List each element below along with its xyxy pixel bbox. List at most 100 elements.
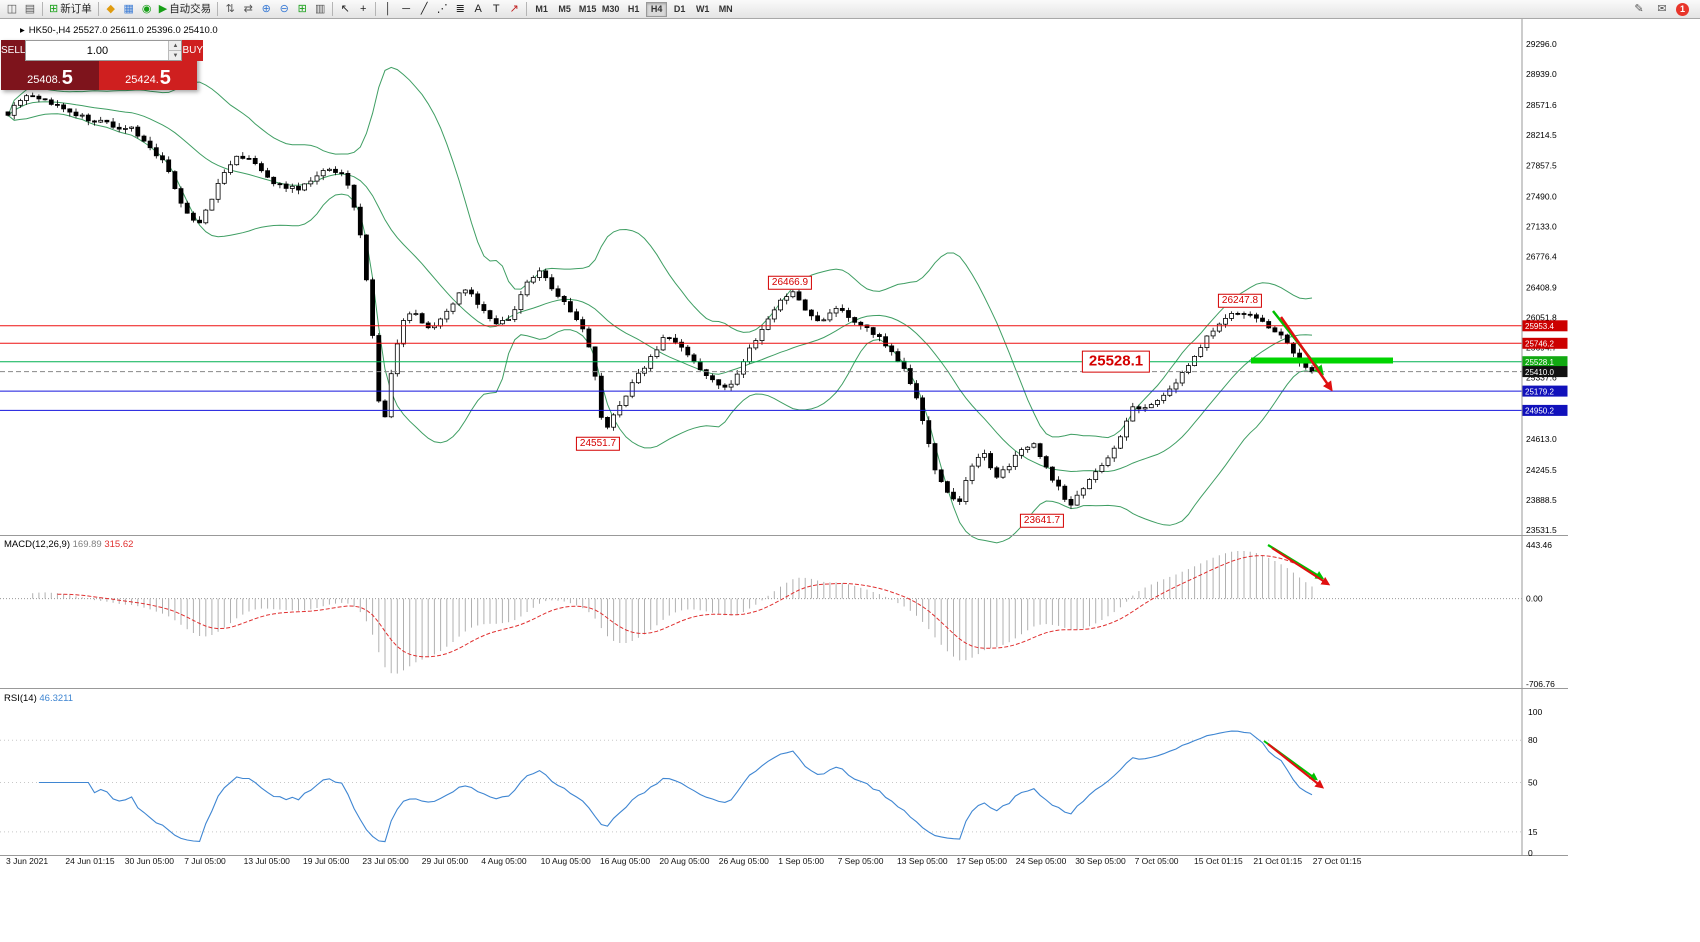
timeframe-m30-button[interactable]: M30 bbox=[601, 4, 620, 14]
time-axis-label: 24 Jun 01:15 bbox=[65, 856, 114, 866]
price-axis-label: 23888.5 bbox=[1526, 495, 1557, 505]
price-badge bbox=[1522, 320, 1568, 332]
price-badge bbox=[1522, 356, 1568, 368]
price-axis-label: 25337.6 bbox=[1526, 373, 1557, 383]
label-button[interactable]: T bbox=[487, 1, 505, 17]
rsi-axis-label: 80 bbox=[1528, 735, 1538, 745]
channel-icon: ⋰ bbox=[436, 2, 448, 15]
zoom-in-icon: ⊕ bbox=[261, 2, 271, 15]
macd-histogram bbox=[32, 551, 1313, 674]
navigator-button[interactable]: ◉ bbox=[138, 1, 156, 17]
new-order-button[interactable]: ⊞ 新订单 bbox=[46, 1, 95, 17]
time-axis-label: 1 Sep 05:00 bbox=[778, 856, 824, 866]
price-callout[interactable]: 26466.9 bbox=[767, 275, 813, 290]
cursor-button[interactable]: ↖ bbox=[336, 1, 354, 17]
time-axis-label: 7 Jul 05:00 bbox=[184, 856, 226, 866]
price-badge-label: 25410.0 bbox=[1525, 368, 1554, 377]
time-axis-label: 27 Oct 01:15 bbox=[1313, 856, 1362, 866]
buy-price-button[interactable]: 25424. 5 bbox=[99, 61, 197, 90]
macd-axis-label: -706.76 bbox=[1526, 679, 1555, 689]
rsi-axis-label: 15 bbox=[1528, 827, 1538, 837]
time-axis-label: 13 Sep 05:00 bbox=[897, 856, 948, 866]
crosshair-icon: + bbox=[359, 2, 367, 15]
buy-price-big-digit: 5 bbox=[159, 67, 171, 89]
time-axis-label: 17 Sep 05:00 bbox=[956, 856, 1007, 866]
rsi-header: RSI(14) 46.3211 bbox=[4, 693, 73, 704]
rsi-red-trend-arrow[interactable] bbox=[1267, 743, 1325, 789]
vertical-line-icon: │ bbox=[384, 2, 392, 15]
label-icon: T bbox=[492, 2, 500, 15]
volume-down-button[interactable]: ▼ bbox=[169, 50, 182, 60]
autotrade-icon: ▶ bbox=[158, 2, 168, 15]
new-chart-button[interactable]: ◫ bbox=[3, 1, 21, 17]
macd-red-trend-arrow[interactable] bbox=[1271, 547, 1331, 586]
time-axis-label: 21 Oct 01:15 bbox=[1253, 856, 1302, 866]
navigator-icon: ◉ bbox=[141, 2, 152, 15]
timeframe-w1-button[interactable]: W1 bbox=[695, 4, 710, 14]
time-axis-label: 7 Sep 05:00 bbox=[838, 856, 884, 866]
data-window-button[interactable]: ⇅ bbox=[221, 1, 239, 17]
price-axis-label: 24245.5 bbox=[1526, 465, 1557, 475]
candlesticks bbox=[5, 92, 1315, 509]
cursor-icon: ↖ bbox=[340, 2, 350, 15]
horizontal-line-icon: ─ bbox=[402, 2, 411, 15]
volume-up-button[interactable]: ▲ bbox=[169, 41, 182, 50]
price-callout[interactable]: 26247.8 bbox=[1217, 293, 1263, 309]
channel-button[interactable]: ⋰ bbox=[433, 1, 451, 17]
main-red-trend-arrow[interactable] bbox=[1279, 316, 1333, 392]
timeframe-m15-button[interactable]: M15 bbox=[578, 4, 597, 14]
price-callout[interactable]: 24551.7 bbox=[575, 436, 621, 452]
price-callout[interactable]: 25528.1 bbox=[1081, 350, 1151, 374]
volume-input[interactable] bbox=[26, 41, 169, 60]
time-axis-label: 3 Jun 2021 bbox=[6, 856, 48, 866]
trendline-button[interactable]: ╱ bbox=[415, 1, 433, 17]
market-watch-button[interactable]: ▦ bbox=[120, 1, 138, 17]
price-badge bbox=[1522, 385, 1568, 397]
arrows-button[interactable]: ↗ bbox=[505, 1, 523, 17]
timeframe-d1-button[interactable]: D1 bbox=[673, 4, 686, 14]
profiles-icon: ▤ bbox=[24, 2, 36, 15]
time-axis-label: 20 Aug 05:00 bbox=[659, 856, 709, 866]
timeframe-m1-button[interactable]: M1 bbox=[535, 4, 548, 14]
price-badge-label: 25953.4 bbox=[1525, 322, 1554, 331]
text-button[interactable]: A bbox=[469, 1, 487, 17]
macd-signal-line bbox=[57, 555, 1313, 658]
fibonacci-button[interactable]: ≣ bbox=[451, 1, 469, 17]
rsi-axis-label: 0 bbox=[1528, 848, 1533, 858]
timeframe-mn-button[interactable]: MN bbox=[718, 4, 733, 14]
sell-price-button[interactable]: 25408. 5 bbox=[1, 61, 99, 90]
arrange-windows-button[interactable]: ▥ bbox=[311, 1, 329, 17]
macd-axis-label: 443.46 bbox=[1526, 540, 1552, 550]
macd-main-value: 169.89 bbox=[72, 539, 102, 550]
zoom-out-button[interactable]: ⊖ bbox=[275, 1, 293, 17]
mail-icon: ✉ bbox=[1657, 2, 1667, 15]
tile-windows-button[interactable]: ⊞ bbox=[293, 1, 311, 17]
notification-badge[interactable]: 1 bbox=[1676, 2, 1689, 16]
favorites-button[interactable]: ◆ bbox=[102, 1, 120, 17]
profiles-button[interactable]: ▤ bbox=[21, 1, 39, 17]
pencil-tool-button[interactable]: ✎ bbox=[1630, 1, 1648, 17]
autotrade-button[interactable]: ▶ 自动交易 bbox=[156, 1, 214, 17]
vertical-line-button[interactable]: │ bbox=[379, 1, 397, 17]
time-axis-label: 15 Oct 01:15 bbox=[1194, 856, 1243, 866]
trendline-icon: ╱ bbox=[420, 2, 428, 15]
sell-button[interactable]: SELL bbox=[1, 40, 26, 61]
timeframe-h4-button[interactable]: H4 bbox=[646, 1, 668, 17]
horizontal-line-button[interactable]: ─ bbox=[397, 1, 415, 17]
price-callout[interactable]: 23641.7 bbox=[1019, 513, 1065, 528]
timeframe-h1-button[interactable]: H1 bbox=[627, 4, 640, 14]
mail-button[interactable]: ✉ bbox=[1653, 1, 1671, 17]
zoom-in-button[interactable]: ⊕ bbox=[257, 1, 275, 17]
price-badge-label: 25528.1 bbox=[1525, 358, 1554, 367]
buy-button[interactable]: BUY bbox=[182, 40, 204, 61]
crosshair-button[interactable]: + bbox=[354, 1, 372, 17]
timeframe-m5-button[interactable]: M5 bbox=[558, 4, 571, 14]
arrows-icon: ↗ bbox=[509, 2, 519, 15]
rsi-value: 46.3211 bbox=[39, 693, 74, 704]
autotrade-button-label: 自动交易 bbox=[169, 2, 212, 15]
strategy-tester-button[interactable]: ⇄ bbox=[239, 1, 257, 17]
volume-box: ▲ ▼ bbox=[25, 40, 183, 61]
time-axis-label: 24 Sep 05:00 bbox=[1016, 856, 1067, 866]
arrange-windows-icon: ▥ bbox=[314, 2, 326, 15]
